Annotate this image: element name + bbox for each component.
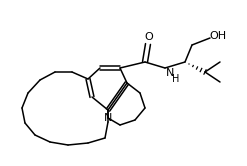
Text: N: N [166,68,174,78]
Text: N: N [104,113,112,123]
Text: H: H [172,74,180,84]
Text: OH: OH [209,31,226,41]
Text: O: O [145,32,153,42]
